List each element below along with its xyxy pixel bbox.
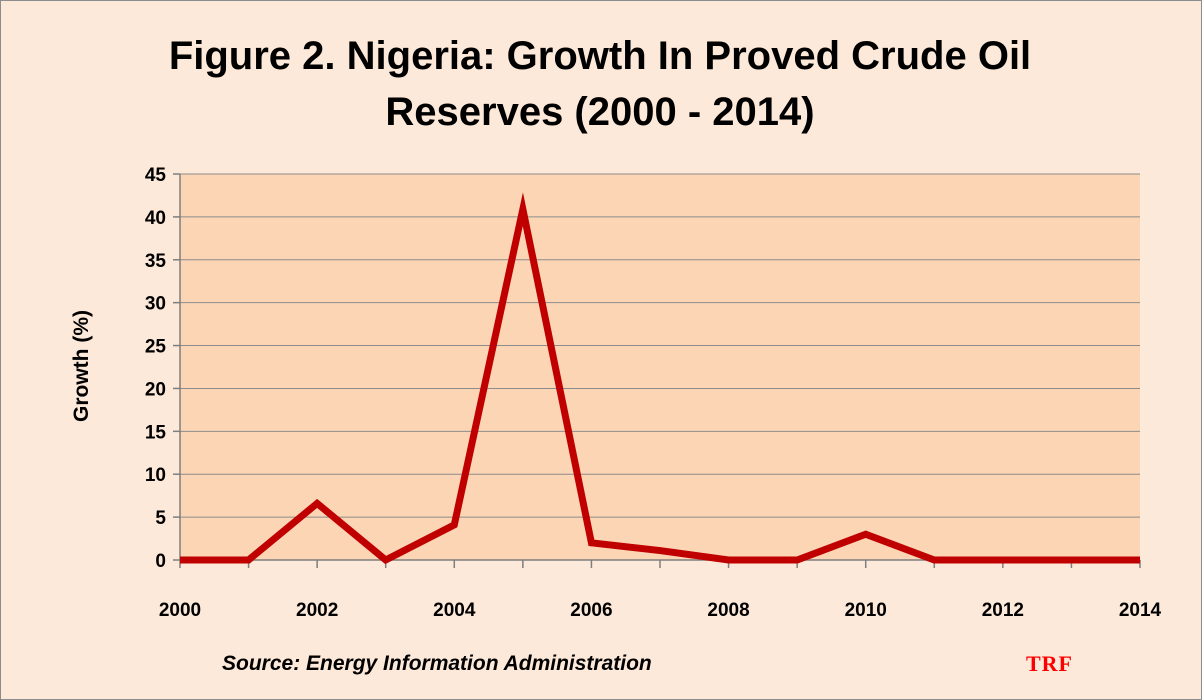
y-tick-labels: 0 5 10 15 20 25 30 35 40 45 (145, 165, 167, 572)
x-tick-label-2010: 2010 (845, 600, 887, 621)
y-tick-label-15: 15 (145, 422, 167, 443)
plot-area (180, 174, 1140, 560)
y-tick-label-30: 30 (145, 294, 166, 315)
y-tick-label-40: 40 (145, 208, 166, 229)
x-tick-labels: 2000 2002 2004 2006 2008 2010 2012 2014 (159, 600, 1162, 621)
x-tick-label-2004: 2004 (433, 600, 476, 621)
source-note: Source: Energy Information Administratio… (222, 652, 652, 675)
gridlines (180, 173, 1140, 518)
x-tick-label-2008: 2008 (707, 600, 749, 621)
y-tick-label-20: 20 (145, 379, 166, 400)
trf-logo: TRF (1026, 651, 1073, 676)
chart-title: Figure 2. Nigeria: Growth In Proved Crud… (60, 28, 1140, 140)
y-tick-label-25: 25 (145, 337, 167, 358)
series-layer (179, 192, 1141, 565)
x-tick-label-2006: 2006 (570, 600, 612, 621)
y-tick-label-0: 0 (155, 551, 166, 572)
chart-title-line-2: Reserves (2000 - 2014) (385, 90, 815, 134)
y-tick-label-35: 35 (145, 251, 167, 272)
x-tick-label-2012: 2012 (982, 600, 1024, 621)
y-tick-label-10: 10 (145, 465, 166, 486)
x-tick-label-2000: 2000 (159, 600, 201, 621)
x-tick-label-2014: 2014 (1119, 600, 1162, 621)
y-tick-label-5: 5 (155, 508, 166, 529)
x-tick-label-2002: 2002 (296, 600, 338, 621)
y-tick-label-45: 45 (145, 165, 167, 186)
chart-title-line-1: Figure 2. Nigeria: Growth In Proved Crud… (168, 34, 1032, 78)
